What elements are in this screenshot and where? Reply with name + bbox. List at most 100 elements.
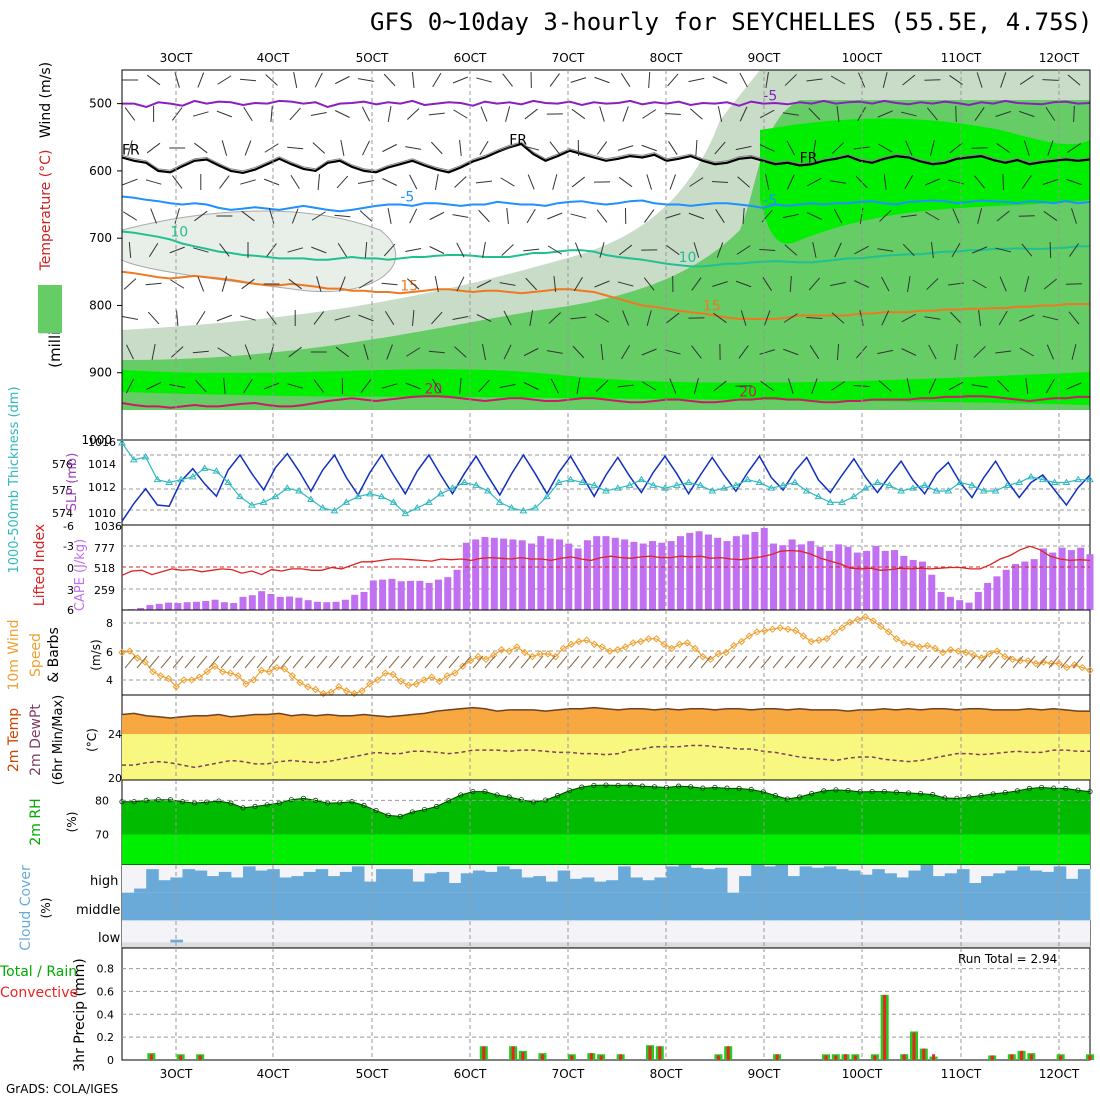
precip-convective-bar	[1010, 1054, 1014, 1060]
credit-label: GrADS: COLA/IGES	[6, 1082, 119, 1096]
cloud-middle-cell	[557, 892, 571, 921]
cloud-high-cell	[279, 877, 292, 893]
wind-barb-icon	[452, 315, 469, 321]
rh2m-point	[240, 805, 246, 811]
wind-barb-icon	[523, 382, 539, 390]
wind10-barb-icon	[1012, 655, 1024, 669]
wind10-tick-label: 6	[106, 646, 113, 659]
wind-barb-icon	[384, 310, 395, 326]
isotherm-label: -5	[763, 193, 777, 209]
wind-barb-icon	[1018, 215, 1035, 217]
cape-bar	[472, 539, 480, 610]
wind-barb-icon	[524, 108, 538, 120]
cloud-high-cell	[618, 866, 631, 893]
wind-barb-icon	[452, 76, 469, 84]
cloud-middle-cell	[1065, 892, 1079, 921]
cape-bar	[621, 539, 629, 610]
wind10-barb-icon	[496, 655, 508, 669]
wind-barb-icon	[334, 110, 350, 118]
wind-barb-icon	[314, 72, 323, 88]
wind10-point	[195, 673, 204, 681]
wind10-point	[792, 626, 800, 635]
rh-legend-swatch	[38, 285, 62, 333]
precip-convective-bar	[902, 1054, 906, 1060]
top-x-tick-label: 8OCT	[650, 51, 683, 65]
cloud-high-cell	[448, 882, 462, 893]
cape-bar	[537, 536, 545, 610]
wind-barb-icon	[289, 107, 301, 121]
top-x-tick-label: 7OCT	[552, 51, 585, 65]
wind-barb-icon	[197, 276, 205, 292]
wind-barb-icon	[854, 245, 869, 255]
wind-barb-icon	[925, 211, 940, 221]
cape-bar	[602, 536, 610, 610]
wind10-point	[761, 626, 769, 635]
wind-barb-icon	[456, 276, 465, 292]
wind10-point	[768, 625, 777, 633]
wind-barb-icon	[1000, 72, 1007, 88]
li-tick-label: 0	[67, 562, 74, 575]
cloud-middle-cell	[993, 892, 1006, 921]
precip-convective-bar	[599, 1055, 603, 1060]
wind10-point	[520, 648, 529, 657]
wind10-point	[985, 650, 994, 658]
cloud-high-cell	[872, 869, 885, 893]
cloud-middle-cell	[654, 892, 667, 921]
cloud-high-cell	[763, 866, 776, 893]
wind-barb-icon	[878, 143, 893, 153]
pressure-tick-label: 500	[89, 97, 112, 111]
rh2m-point	[276, 800, 282, 806]
wind-barb-icon	[219, 175, 230, 189]
wind-barb-icon	[125, 378, 135, 394]
wind10-point	[482, 655, 490, 664]
precip-tick-label: 0.6	[97, 985, 115, 998]
wind-barb-icon	[217, 347, 232, 357]
wind10-point	[203, 667, 211, 676]
cloud-middle-cell	[678, 892, 692, 921]
cape-bar	[872, 546, 880, 610]
wind10-point	[861, 613, 870, 621]
wind10-barb-icon	[1048, 655, 1060, 669]
wind-barb-icon	[570, 316, 587, 320]
cape-bar	[555, 539, 563, 610]
wind-barb-icon	[786, 140, 795, 156]
thickness-point	[743, 475, 752, 483]
thickness-point	[672, 481, 681, 488]
cloud-middle-cell	[170, 892, 183, 921]
wind10-barb-icon	[676, 655, 688, 669]
thickness-point	[413, 504, 422, 511]
cape-bar	[956, 600, 964, 610]
wind-barb-icon	[905, 140, 913, 156]
cape-bar	[351, 594, 359, 610]
wind-barb-icon	[949, 75, 963, 85]
wind-barb-icon	[219, 243, 230, 257]
cloud-middle-cell	[327, 892, 341, 921]
thickness-point	[200, 464, 209, 471]
thickness-point	[897, 487, 906, 494]
wind10-tick-label: 8	[106, 617, 113, 630]
cloud-high-cell	[218, 871, 232, 893]
li-tick-label: -3	[63, 540, 74, 553]
cloud-high-cell	[823, 866, 837, 893]
wind10-barb-icon	[1024, 655, 1036, 669]
wind-barb-icon	[553, 275, 557, 293]
wind-barb-icon	[434, 174, 439, 190]
wind-barb-icon	[995, 111, 1011, 117]
thickness-point	[377, 492, 386, 500]
cape-bar	[593, 536, 601, 610]
cape-bar	[258, 591, 266, 610]
wind-barb-icon	[809, 345, 820, 359]
wind-barb-icon	[263, 382, 280, 390]
wind10-point	[892, 635, 901, 643]
wind10-point	[784, 625, 792, 633]
cloud-middle-cell	[751, 892, 764, 921]
wind-barb-icon	[240, 179, 256, 185]
thickness-point	[708, 487, 717, 494]
thickness-tick-label: 574	[52, 507, 73, 520]
temp-unit: (°C)	[85, 728, 99, 752]
cape-bar	[453, 569, 461, 610]
cape-bar	[965, 602, 973, 610]
wind-barb-icon	[334, 315, 351, 321]
wind-barb-icon	[192, 247, 209, 253]
wind-barb-icon	[812, 140, 817, 156]
